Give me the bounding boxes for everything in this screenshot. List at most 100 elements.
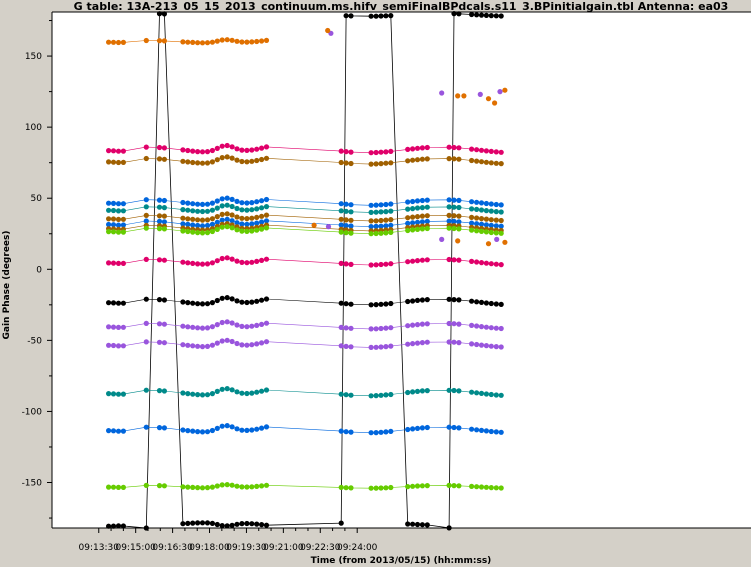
data-point xyxy=(180,299,186,305)
data-point xyxy=(229,482,235,488)
data-point xyxy=(469,157,475,164)
x-axis-ticks: 09:13:3009:15:0009:16:3009:18:0009:19:30… xyxy=(79,528,378,553)
data-point xyxy=(199,392,206,398)
data-point xyxy=(190,159,196,166)
data-point xyxy=(373,223,379,229)
data-point xyxy=(219,423,225,429)
data-point xyxy=(185,216,191,222)
data-point xyxy=(161,483,167,489)
data-point xyxy=(185,207,191,213)
data-point xyxy=(378,301,384,307)
data-point xyxy=(493,201,499,208)
data-point xyxy=(373,209,379,215)
data-point xyxy=(259,219,265,225)
data-point xyxy=(239,342,245,348)
data-point xyxy=(325,27,331,34)
data-point xyxy=(120,300,126,306)
data-point xyxy=(239,200,245,206)
data-point xyxy=(343,325,349,331)
data-point xyxy=(214,145,220,151)
data-point xyxy=(185,147,191,154)
data-point xyxy=(244,147,250,153)
data-point xyxy=(455,93,461,99)
data-point xyxy=(224,295,230,301)
data-point xyxy=(493,429,499,435)
data-point xyxy=(180,158,186,164)
data-point xyxy=(214,198,220,204)
data-point xyxy=(156,156,163,162)
data-point xyxy=(161,297,167,303)
data-point xyxy=(410,426,416,432)
data-point xyxy=(214,297,220,304)
data-point xyxy=(195,222,201,229)
y-axis-ticks: -150 -100 -50 0 50 100 150 xyxy=(22,20,52,519)
data-point xyxy=(469,214,475,220)
data-point xyxy=(424,197,430,203)
data-point xyxy=(488,261,494,267)
data-point xyxy=(190,428,196,434)
data-point xyxy=(110,484,117,490)
data-point xyxy=(115,324,122,330)
data-point xyxy=(488,217,494,223)
data-point xyxy=(405,259,411,265)
data-point xyxy=(259,297,265,303)
data-point xyxy=(483,343,489,349)
data-point xyxy=(209,216,215,222)
data-point xyxy=(161,257,167,263)
data-point xyxy=(254,199,260,205)
data-point xyxy=(190,484,196,490)
data-point xyxy=(204,429,211,435)
data-point xyxy=(249,221,255,227)
data-point xyxy=(368,302,374,308)
data-point xyxy=(180,221,186,227)
data-point xyxy=(180,207,186,213)
data-point xyxy=(388,343,394,349)
data-point xyxy=(185,484,191,490)
data-point xyxy=(244,427,250,433)
data-point xyxy=(446,387,452,393)
data-point xyxy=(343,230,349,236)
y-axis-label: Gain Phase (degrees) xyxy=(2,231,12,340)
data-point xyxy=(190,520,196,526)
data-point xyxy=(469,341,475,347)
data-point xyxy=(209,147,215,154)
data-point xyxy=(373,393,379,399)
data-point xyxy=(190,39,196,46)
data-point xyxy=(199,301,206,307)
data-point xyxy=(368,430,374,436)
data-point xyxy=(254,146,260,152)
data-point xyxy=(234,483,240,489)
data-point xyxy=(224,319,230,325)
data-point xyxy=(195,230,201,236)
data-point xyxy=(419,156,425,162)
data-point xyxy=(492,100,498,106)
data-point xyxy=(373,161,379,167)
data-point xyxy=(488,391,494,398)
data-point xyxy=(106,342,112,348)
data-point xyxy=(451,387,457,394)
data-point xyxy=(446,424,452,430)
data-point xyxy=(209,260,215,266)
data-point xyxy=(234,322,240,328)
data-point xyxy=(161,425,167,431)
data-point xyxy=(120,208,126,214)
data-point xyxy=(254,227,260,233)
data-point xyxy=(405,206,411,212)
data-point xyxy=(451,213,457,219)
data-point xyxy=(254,220,260,226)
x-tick-label: 09:16:30 xyxy=(152,543,193,553)
data-point xyxy=(498,485,504,491)
data-point xyxy=(388,148,394,154)
data-point xyxy=(190,391,196,397)
data-point xyxy=(368,344,374,350)
data-point xyxy=(410,298,416,304)
data-point xyxy=(338,428,344,434)
data-point xyxy=(254,521,260,527)
data-point xyxy=(106,39,112,45)
data-point xyxy=(378,161,384,167)
data-point xyxy=(249,200,255,206)
data-point xyxy=(110,324,117,330)
data-point xyxy=(388,217,394,223)
data-point xyxy=(214,340,220,346)
data-point xyxy=(378,149,384,155)
